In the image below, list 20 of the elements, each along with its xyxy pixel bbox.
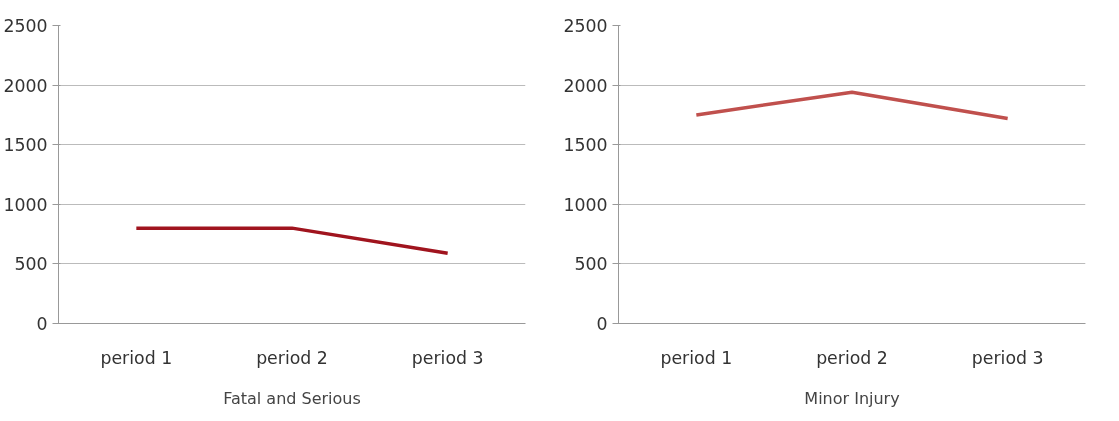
x-tick-label: period 2 bbox=[256, 347, 328, 368]
x-tick-label: period 1 bbox=[660, 347, 733, 368]
y-tick-label: 1500 bbox=[563, 135, 608, 156]
y-tick-label: 2000 bbox=[3, 75, 48, 96]
y-tick-label: 0 bbox=[36, 314, 48, 334]
y-tick-label: 500 bbox=[14, 254, 48, 275]
y-tick-label: 500 bbox=[574, 254, 608, 275]
x-tick-label: period 3 bbox=[971, 347, 1044, 368]
y-tick-label: 0 bbox=[596, 314, 608, 334]
x-tick-label: period 1 bbox=[100, 347, 173, 368]
x-tick-label: period 2 bbox=[816, 347, 888, 368]
y-tick-label: 2000 bbox=[563, 75, 608, 96]
y-tick-label: 1000 bbox=[563, 194, 608, 215]
y-tick-label: 2500 bbox=[3, 16, 48, 36]
x-tick-label: period 3 bbox=[411, 347, 484, 368]
x-axis-title: Fatal and Serious bbox=[223, 388, 361, 408]
y-tick-label: 2500 bbox=[563, 16, 608, 36]
y-tick-label: 1000 bbox=[3, 194, 48, 215]
x-axis-title: Minor Injury bbox=[804, 388, 900, 408]
y-tick-label: 1500 bbox=[3, 135, 48, 156]
